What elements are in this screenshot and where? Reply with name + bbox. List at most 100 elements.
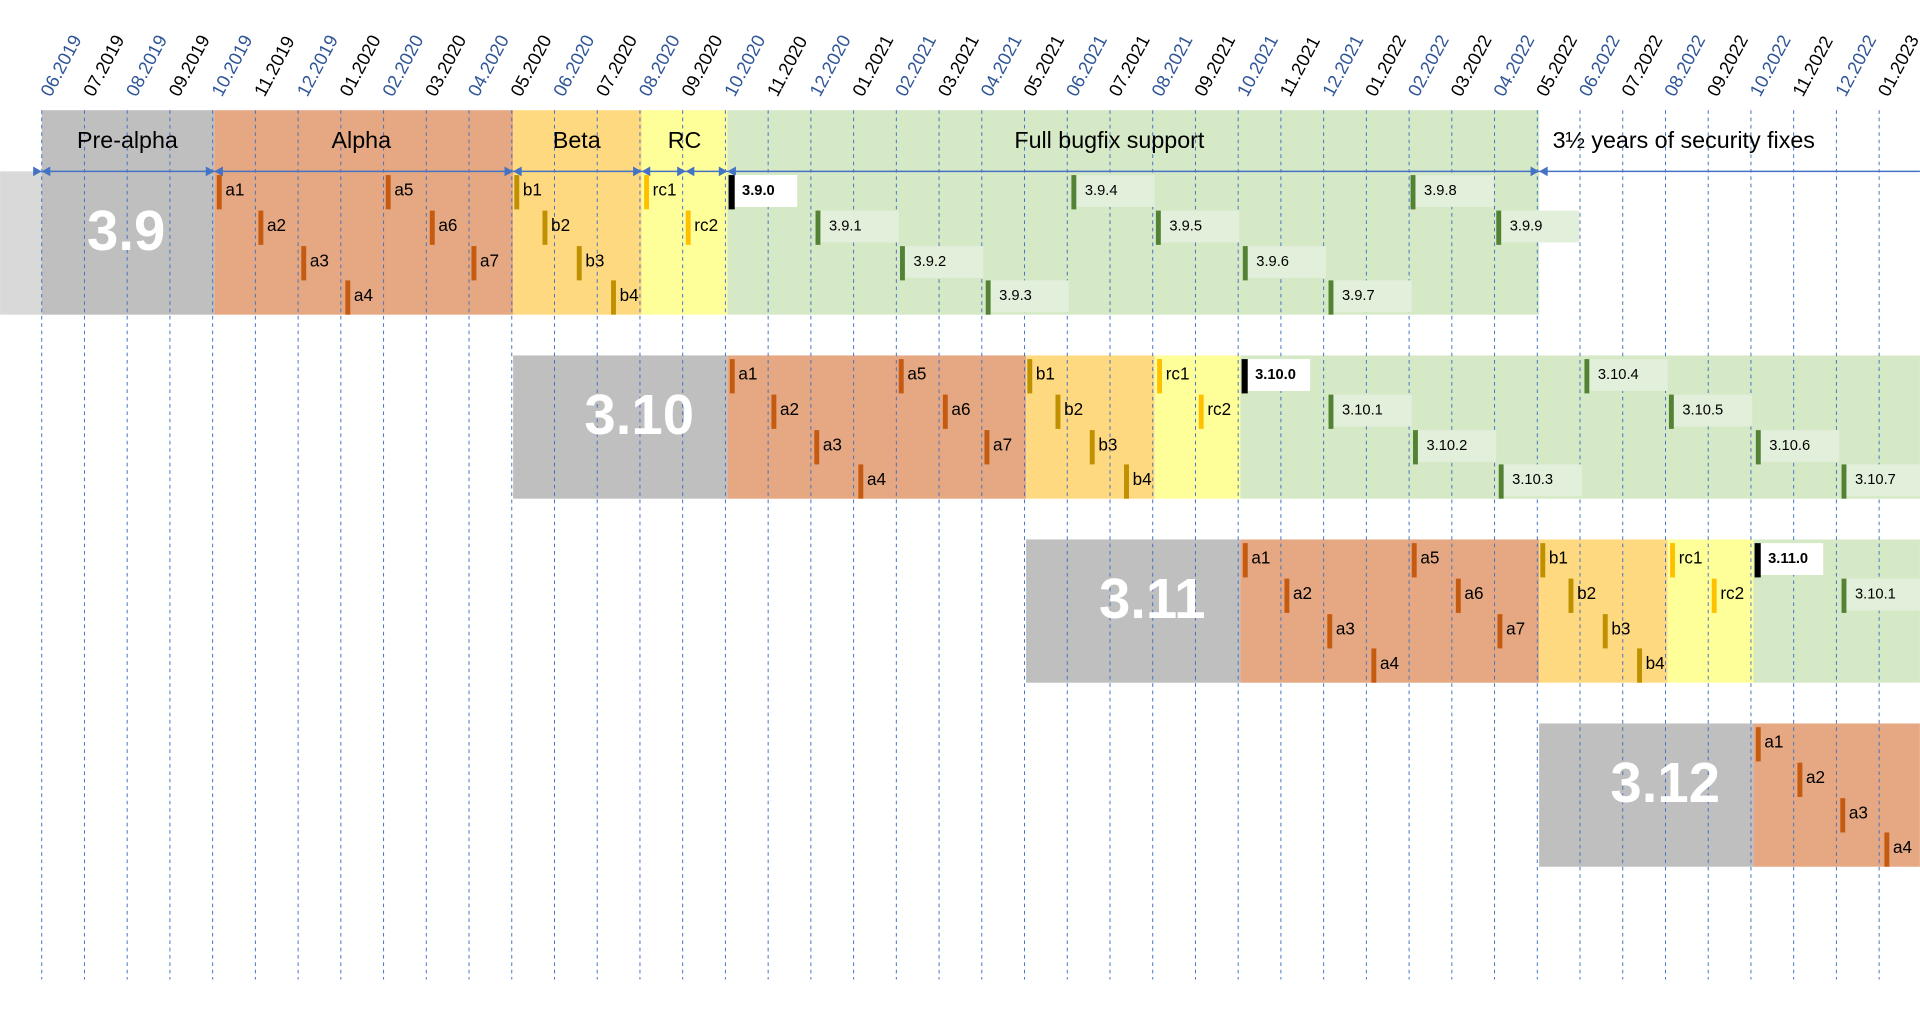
bugfix-label-box (1501, 210, 1580, 243)
release-marker (1328, 280, 1334, 315)
marker-label: 3.9.5 (1169, 218, 1202, 234)
phase-label: 3½ years of security fixes (1553, 127, 1815, 153)
marker-label: a7 (993, 435, 1012, 455)
marker-label: rc1 (653, 180, 677, 200)
marker-label: b1 (523, 180, 542, 200)
bugfix-label-box (990, 280, 1069, 313)
marker-label: a1 (738, 364, 757, 384)
bugfix-label-box (1760, 430, 1840, 462)
marker-label: a4 (1893, 837, 1913, 857)
marker-label: a7 (1506, 619, 1525, 639)
release-marker (258, 210, 264, 245)
release-marker (815, 210, 821, 245)
phase-label: Alpha (332, 127, 392, 153)
phase-band (727, 110, 1540, 172)
release-label-box (1246, 359, 1311, 391)
release-marker (858, 464, 864, 499)
marker-label: rc2 (694, 215, 718, 235)
version-label: 3.12 (1610, 751, 1720, 814)
marker-label: b1 (1549, 548, 1568, 568)
marker-label: 3.10.5 (1682, 402, 1723, 418)
marker-label: a6 (951, 399, 970, 419)
bugfix-label-box (1247, 246, 1327, 278)
release-marker (301, 246, 307, 281)
marker-label: b2 (551, 215, 570, 235)
arrow-head (727, 166, 736, 177)
release-marker (216, 175, 222, 210)
marker-label: 3.10.7 (1855, 472, 1896, 488)
release-marker (1670, 543, 1676, 578)
release-marker (942, 394, 948, 429)
marker-label: 3.10.4 (1598, 367, 1639, 383)
marker-label: b3 (1098, 435, 1117, 455)
arrow-head (41, 166, 51, 177)
release-marker (814, 430, 820, 465)
release-marker (1411, 543, 1417, 578)
marker-label: 3.10.3 (1512, 472, 1553, 488)
version-label: 3.11 (1099, 567, 1206, 630)
marker-label: b4 (1133, 469, 1153, 489)
bugfix-label-box (820, 210, 899, 243)
marker-label: a4 (1380, 653, 1400, 673)
arrow-head (685, 166, 695, 177)
marker-label: 3.10.0 (1255, 367, 1296, 383)
marker-label: rc1 (1166, 364, 1190, 384)
release-label-box (733, 175, 798, 207)
release-marker (1241, 359, 1248, 394)
release-marker (1410, 175, 1416, 210)
marker-label: rc1 (1679, 548, 1703, 568)
marker-label: 3.11.0 (1768, 551, 1808, 567)
marker-label: a2 (267, 215, 286, 235)
release-marker (771, 394, 777, 429)
bugfix-label-box (1333, 280, 1412, 313)
bugfix-label-box (1415, 175, 1494, 207)
release-marker (1027, 359, 1033, 394)
release-marker (1371, 648, 1377, 683)
phase-block (1667, 539, 1754, 683)
marker-label: 3.9.8 (1424, 183, 1457, 199)
release-marker (1840, 798, 1846, 833)
marker-label: b3 (585, 251, 604, 271)
release-marker (1242, 543, 1248, 578)
arrow-head (214, 166, 223, 177)
marker-label: a3 (1849, 803, 1868, 823)
phase-block (1240, 539, 1540, 683)
pre-alpha-block (513, 355, 728, 499)
release-marker (1498, 464, 1504, 499)
release-marker (1754, 543, 1761, 578)
marker-label: a3 (823, 435, 842, 455)
marker-label: a2 (1806, 767, 1825, 787)
release-marker (984, 430, 990, 465)
marker-label: b1 (1036, 364, 1055, 384)
marker-label: 3.9.7 (1342, 288, 1375, 304)
marker-label: b3 (1611, 619, 1630, 639)
pre-alpha-lead (0, 171, 42, 315)
release-marker (1755, 727, 1761, 762)
release-marker (1497, 614, 1503, 649)
bugfix-label-box (904, 246, 984, 278)
release-marker (1455, 578, 1461, 613)
phase-block (513, 171, 642, 315)
arrow-head (677, 166, 686, 177)
version-label: 3.10 (584, 383, 694, 446)
release-marker (1328, 394, 1334, 429)
arrow-head (641, 166, 651, 177)
bugfix-label-box (1846, 464, 1920, 497)
release-marker (685, 210, 691, 245)
release-marker (1124, 464, 1129, 499)
marker-label: 3.9.2 (913, 254, 946, 270)
arrow-head (33, 166, 42, 177)
bugfix-label-box (1589, 359, 1668, 391)
release-marker (1284, 578, 1290, 613)
marker-label: a6 (438, 215, 457, 235)
marker-label: 3.9.6 (1256, 254, 1289, 270)
marker-label: a1 (1764, 732, 1783, 752)
bugfix-label-box (1333, 394, 1412, 427)
release-marker (898, 359, 904, 394)
marker-label: 3.10.6 (1769, 438, 1810, 454)
bugfix-label-box (1673, 394, 1753, 427)
pre-alpha-block (1026, 539, 1241, 683)
phase-block (1026, 355, 1155, 499)
release-marker (1198, 394, 1204, 429)
